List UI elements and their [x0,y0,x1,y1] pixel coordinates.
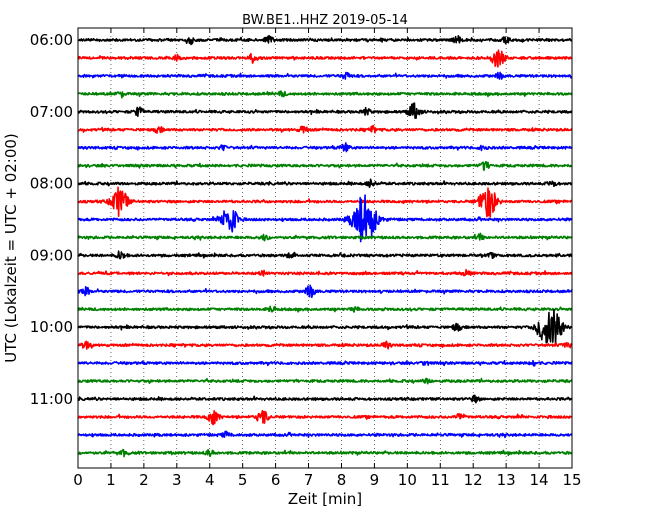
trace-0830 [77,194,573,243]
trace-0915 [77,268,573,277]
x-tick-label-2: 2 [139,471,149,489]
trace-0900 [77,250,573,260]
x-tick-label-13: 13 [497,471,516,489]
y-axis-label: UTC (Lokalzeit = UTC + 02:00) [2,133,20,363]
seismic-traces [77,34,573,458]
trace-1030 [77,359,573,367]
x-axis-label: Zeit [min] [288,490,362,508]
trace-0845 [77,232,573,242]
trace-0700 [77,102,573,119]
trace-0715 [77,124,573,134]
trace-0600 [77,34,573,46]
x-tick-label-9: 9 [370,471,380,489]
x-tick-label-12: 12 [464,471,483,489]
trace-0815 [77,186,573,218]
trace-0630 [77,71,573,80]
x-tick-label-0: 0 [73,471,83,489]
x-tick-label-7: 7 [304,471,314,489]
y-tick-label-8: 08:00 [30,175,73,193]
x-tick-label-5: 5 [238,471,248,489]
y-tick-label-0: 06:00 [30,31,73,49]
trace-1015 [77,340,573,350]
x-tick-label-10: 10 [398,471,417,489]
x-tick-label-15: 15 [562,471,581,489]
trace-1000 [77,308,573,345]
y-tick-label-20: 11:00 [30,390,73,408]
axis-ticks: 0 1 2 3 4 5 6 7 8 9 10 11 12 13 14 1506:0007:0008:0009:… [30,28,582,489]
plot-frame [77,27,573,469]
trace-0945 [77,305,573,313]
x-tick-label-3: 3 [172,471,182,489]
trace-1100 [77,394,573,404]
trace-1045 [77,377,573,385]
x-tick-label-1: 1 [106,471,116,489]
trace-0930 [77,284,573,299]
trace-0645 [77,90,573,99]
trace-1130 [77,430,573,439]
y-tick-label-12: 09:00 [30,246,73,264]
trace-0800 [77,178,573,189]
x-tick-label-14: 14 [530,471,549,489]
trace-0730 [77,142,573,153]
grid-lines [110,28,540,468]
trace-1115 [77,409,573,426]
x-tick-label-6: 6 [271,471,281,489]
x-tick-label-8: 8 [337,471,347,489]
x-tick-label-11: 11 [431,471,450,489]
y-tick-label-4: 07:00 [30,103,73,121]
trace-0615 [77,49,573,68]
chart-title: BW.BE1..HHZ 2019-05-14 [242,13,408,28]
x-tick-label-4: 4 [205,471,215,489]
trace-0745 [77,160,573,171]
y-tick-label-16: 10:00 [30,318,73,336]
trace-1145 [77,448,573,458]
